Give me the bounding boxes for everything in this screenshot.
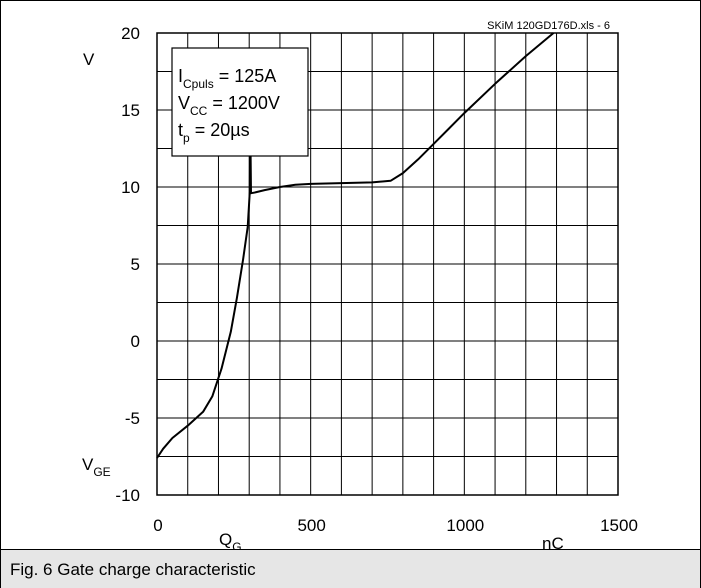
y-axis-label-main: V: [82, 455, 94, 474]
series-line: [156, 32, 555, 459]
x-tick-label: 0: [153, 516, 162, 535]
legend-entry-value: = 125A: [214, 66, 277, 86]
legend-entry-subscript: Cpuls: [183, 77, 214, 91]
legend-entry-symbol: t: [178, 120, 183, 140]
legend-entry-subscript: CC: [190, 104, 208, 118]
y-tick-label: -5: [125, 409, 140, 428]
y-tick-label: 15: [121, 101, 140, 120]
source-label: SKiM 120GD176D.xls - 6: [487, 20, 610, 32]
legend-entry: VCC = 1200V: [178, 93, 280, 118]
y-axis-label: VGE: [82, 455, 111, 479]
legend-box: [171, 47, 309, 157]
legend-entry-subscript: p: [183, 131, 190, 145]
x-tick-labels: 0 500 1000 1500: [153, 516, 638, 535]
legend-entry-value: = 20µs: [190, 120, 250, 140]
plot-border: [156, 32, 619, 496]
x-axis-label-main: Q: [219, 530, 232, 549]
y-tick-label: 0: [131, 332, 140, 351]
y-tick-labels: 20 15 10 5 0 -5 -10: [115, 24, 140, 505]
legend-entry: tp = 20µs: [178, 120, 250, 145]
legend-entry-symbol: I: [178, 66, 183, 86]
y-tick-label: 20: [121, 24, 140, 43]
x-tick-label: 1000: [446, 516, 484, 535]
x-axis-label-sub: G: [232, 540, 241, 554]
y-tick-label: -10: [115, 486, 140, 505]
x-tick-label: 500: [297, 516, 325, 535]
series-layer: [156, 32, 555, 459]
y-axis-label-sub: GE: [93, 465, 110, 479]
legend-entry-value: = 1200V: [207, 93, 280, 113]
x-tick-label: 1500: [600, 516, 638, 535]
y-axis-unit: V: [83, 50, 95, 69]
caption-bar: Fig. 6 Gate charge characteristic: [1, 549, 700, 588]
legend-entry-symbol: V: [178, 93, 190, 113]
x-axis-label: QG: [219, 530, 242, 554]
y-tick-label: 5: [131, 255, 140, 274]
figure-caption: Fig. 6 Gate charge characteristic: [10, 560, 256, 579]
x-axis-unit: nC: [542, 534, 564, 553]
legend-entry: ICpuls = 125A: [178, 66, 276, 91]
y-tick-label: 10: [121, 178, 140, 197]
